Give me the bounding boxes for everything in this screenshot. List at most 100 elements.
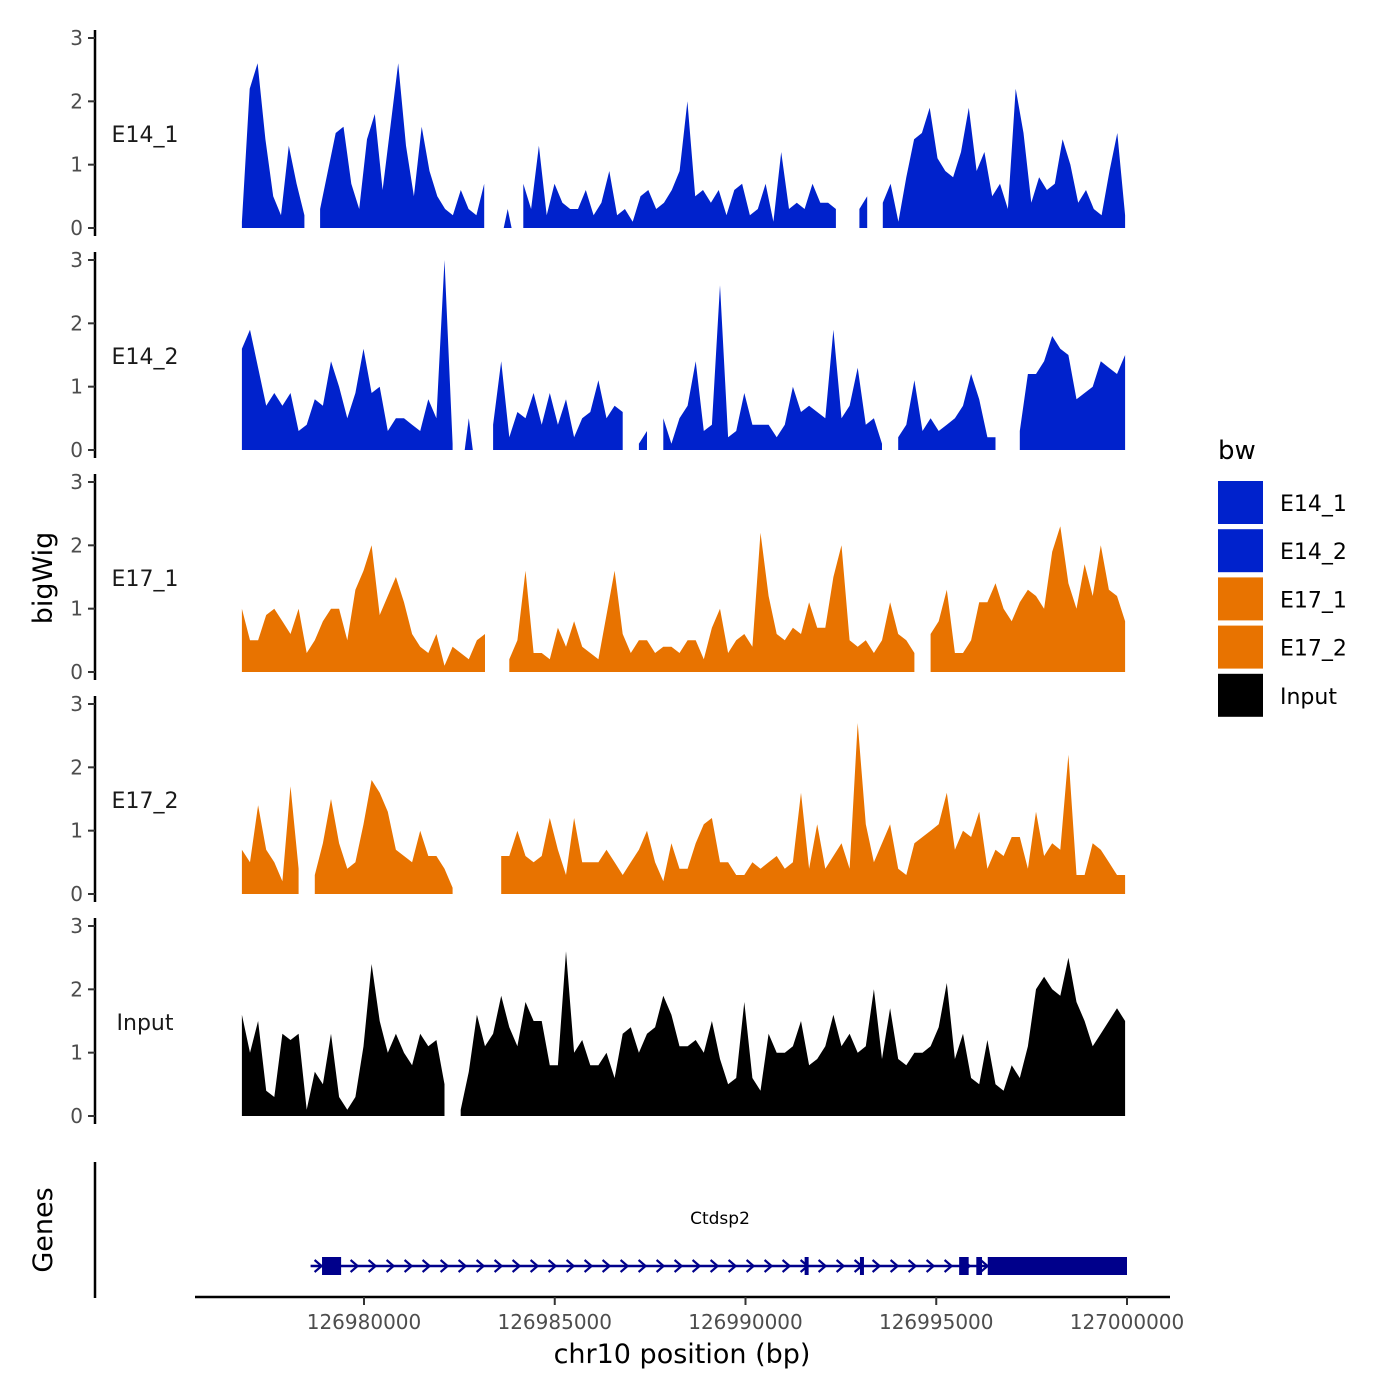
strand-arrow bbox=[385, 1259, 396, 1273]
signal-area-segment bbox=[509, 532, 915, 672]
track-e17-2: 0 1 2 3 E17_2 bbox=[70, 692, 1126, 906]
strand-arrow bbox=[835, 1259, 846, 1273]
strand-arrow bbox=[349, 1259, 360, 1273]
legend-items: E14_1 E14_2 E17_1 E17_2 Input bbox=[1218, 481, 1347, 717]
y-tick-label: 0 bbox=[70, 438, 83, 462]
signal-area-segment bbox=[320, 63, 485, 228]
y-tick-label: 1 bbox=[70, 375, 83, 399]
y-tick-label: 0 bbox=[70, 882, 83, 906]
signal-area-segment bbox=[523, 101, 836, 228]
strand-arrow bbox=[817, 1259, 828, 1273]
gene-exon bbox=[322, 1257, 342, 1275]
x-tick-label: 127000000 bbox=[1070, 1310, 1185, 1334]
strand-arrow bbox=[655, 1259, 666, 1273]
strand-arrow bbox=[925, 1259, 936, 1273]
genes-panel-title: Genes bbox=[28, 1187, 59, 1272]
legend-label: Input bbox=[1280, 685, 1337, 710]
legend-label: E17_2 bbox=[1280, 637, 1347, 662]
gene-name-label: Ctdsp2 bbox=[690, 1209, 750, 1229]
signal-area-segment bbox=[460, 951, 1126, 1116]
strand-arrow bbox=[691, 1259, 702, 1273]
strand-arrow bbox=[637, 1259, 648, 1273]
signal-area-segment bbox=[314, 780, 453, 894]
strand-arrow bbox=[367, 1259, 378, 1273]
x-tick-label: 126980000 bbox=[307, 1310, 422, 1334]
signal-area-segment bbox=[464, 418, 473, 450]
y-tick-label: 2 bbox=[70, 533, 83, 557]
gene-exon bbox=[987, 1257, 1127, 1275]
y-tick-label: 3 bbox=[70, 470, 83, 494]
signal-area-segment bbox=[859, 196, 868, 228]
strand-arrow bbox=[457, 1259, 468, 1273]
gene-exon bbox=[859, 1257, 864, 1275]
genes-panel: Genes Ctdsp2 bbox=[28, 1162, 1127, 1298]
legend-label: E14_1 bbox=[1280, 492, 1347, 517]
strand-arrow bbox=[421, 1259, 432, 1273]
strand-arrow bbox=[583, 1259, 594, 1273]
track-e17-1: 0 1 2 3 E17_1 bbox=[70, 470, 1126, 684]
strand-arrow bbox=[403, 1259, 414, 1273]
legend-swatch bbox=[1218, 529, 1263, 573]
track-e14-2: 0 1 2 3 E14_2 bbox=[70, 248, 1126, 462]
gene-model-ctdsp2 bbox=[310, 1257, 1127, 1275]
strand-arrow bbox=[745, 1259, 756, 1273]
signal-area-segment bbox=[241, 545, 485, 672]
y-tick-label: 2 bbox=[70, 311, 83, 335]
strand-arrow bbox=[493, 1259, 504, 1273]
y-tick-label: 1 bbox=[70, 819, 83, 843]
track-input: 0 1 2 3 Input bbox=[70, 914, 1126, 1128]
signal-area-segment bbox=[241, 63, 305, 228]
legend-swatch bbox=[1218, 577, 1263, 621]
x-axis-ticks: 126980000 126985000 126990000 126995000 1270… bbox=[307, 1297, 1185, 1334]
strand-arrow bbox=[313, 1259, 324, 1273]
x-tick-label: 126985000 bbox=[497, 1310, 612, 1334]
signal-area-segment bbox=[501, 723, 1126, 894]
y-tick-label: 3 bbox=[70, 914, 83, 938]
strand-arrow bbox=[763, 1259, 774, 1273]
y-tick-label: 2 bbox=[70, 755, 83, 779]
signal-area-segment bbox=[241, 786, 299, 894]
gene-exon bbox=[959, 1257, 969, 1275]
strand-arrow bbox=[781, 1259, 792, 1273]
legend-title: bw bbox=[1218, 436, 1256, 466]
y-tick-label: 2 bbox=[70, 89, 83, 113]
y-tick-label: 1 bbox=[70, 597, 83, 621]
y-tick-label: 2 bbox=[70, 977, 83, 1001]
x-tick-label: 126995000 bbox=[879, 1310, 994, 1334]
strand-arrow bbox=[871, 1259, 882, 1273]
strand-arrow bbox=[673, 1259, 684, 1273]
track-panels: 0 1 2 3 E14_1 0 1 2 3 E14_2 0 1 2 3 E17_1 0 1 2 3 E17_2 0 1 2 3… bbox=[70, 26, 1126, 1128]
strand-arrow bbox=[511, 1259, 522, 1273]
legend-swatch bbox=[1218, 481, 1263, 524]
legend-swatch bbox=[1218, 625, 1263, 669]
signal-area-segment bbox=[930, 526, 1126, 672]
legend-label: E17_1 bbox=[1280, 588, 1347, 613]
legend-label: E14_2 bbox=[1280, 540, 1347, 565]
x-axis: 126980000 126985000 126990000 126995000 1270… bbox=[195, 1295, 1185, 1370]
legend: bw E14_1 E14_2 E17_1 E17_2 Input bbox=[1218, 436, 1347, 717]
y-tick-label: 3 bbox=[70, 26, 83, 50]
gene-exon bbox=[804, 1257, 809, 1275]
y-tick-label: 0 bbox=[70, 216, 83, 240]
gene-exon bbox=[976, 1257, 983, 1275]
y-tick-label: 3 bbox=[70, 692, 83, 716]
legend-swatch bbox=[1218, 673, 1263, 717]
strand-arrow bbox=[529, 1259, 540, 1273]
strand-arrow bbox=[943, 1259, 954, 1273]
track-e14-1: 0 1 2 3 E14_1 bbox=[70, 26, 1126, 240]
signal-area-segment bbox=[638, 431, 647, 450]
y-tick-label: 1 bbox=[70, 1041, 83, 1065]
signal-area-segment bbox=[898, 374, 996, 450]
y-axis-title: bigWig bbox=[28, 532, 59, 625]
strand-arrow bbox=[979, 1259, 990, 1273]
signal-area-segment bbox=[493, 361, 623, 450]
track-label: Input bbox=[117, 1011, 174, 1036]
strand-arrow bbox=[889, 1259, 900, 1273]
signal-area-segment bbox=[241, 260, 453, 450]
x-axis-title: chr10 position (bp) bbox=[554, 1339, 811, 1370]
signal-area-segment bbox=[503, 209, 512, 228]
strand-arrow bbox=[601, 1259, 612, 1273]
strand-arrow bbox=[475, 1259, 486, 1273]
x-tick-label: 126990000 bbox=[688, 1310, 803, 1334]
